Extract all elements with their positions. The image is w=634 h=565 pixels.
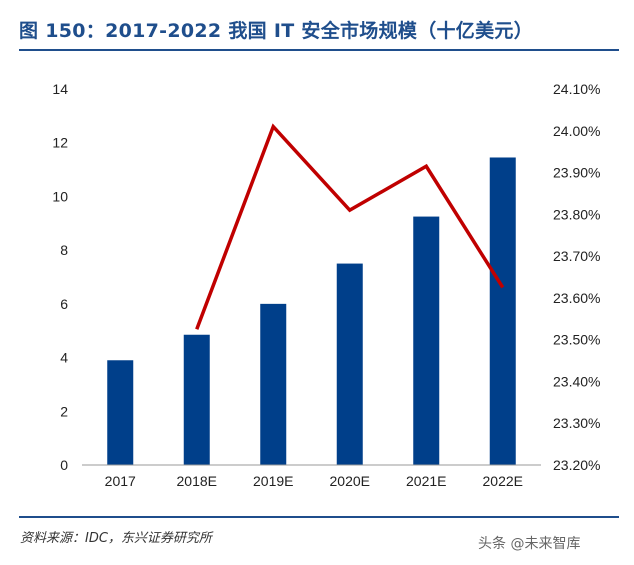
x-tick-label: 2019E (253, 473, 293, 489)
bar-2017 (107, 360, 134, 465)
y-right-tick-label: 23.70% (553, 248, 600, 264)
y-left-tick-label: 2 (60, 403, 68, 419)
y-right-tick-label: 23.90% (553, 165, 600, 181)
x-tick-label: 2022E (483, 473, 523, 489)
watermark: 头条 @未来智库 (478, 536, 581, 552)
y-right-tick-label: 23.30% (553, 415, 600, 431)
bar-2021E (413, 216, 440, 465)
share-line (195, 123, 505, 330)
y-right-tick-label: 23.50% (553, 332, 600, 348)
chart-title: 图 150：2017-2022 我国 IT 安全市场规模（十亿美元） (19, 20, 533, 42)
source-note: 资料来源：IDC，东兴证券研究所 (20, 531, 212, 546)
y-left-tick-label: 6 (60, 296, 68, 312)
y-right-tick-label: 23.40% (553, 373, 600, 389)
y-right-tick-label: 23.20% (553, 457, 600, 473)
x-tick-label: 2018E (177, 473, 217, 489)
y-left-tick-label: 8 (60, 242, 68, 258)
y-right-tick-label: 24.10% (553, 81, 600, 97)
x-tick-label: 2021E (406, 473, 446, 489)
title-rule (19, 49, 619, 51)
y-left-tick-label: 0 (60, 457, 68, 473)
chart-svg: 2017 2018E 2019E 2020E 2021E 2022E 0 2 4 6 8 10 12 14… (52, 81, 600, 489)
y-right-tick-label: 23.60% (553, 290, 600, 306)
bar-2019E (260, 303, 287, 465)
y-left-tick-label: 14 (52, 81, 68, 97)
x-tick-label: 2017 (105, 473, 136, 489)
x-tick-label: 2020E (330, 473, 370, 489)
y-left-tick-label: 12 (52, 135, 68, 151)
y-right-tick-label: 23.80% (553, 206, 600, 222)
bar-2020E (336, 263, 363, 465)
bar-2022E (489, 157, 516, 465)
bar-2018E (183, 334, 210, 465)
footer-rule (19, 516, 619, 518)
y-left-tick-label: 10 (52, 188, 68, 204)
y-left-tick-label: 4 (60, 350, 68, 366)
y-right-tick-label: 24.00% (553, 123, 600, 139)
